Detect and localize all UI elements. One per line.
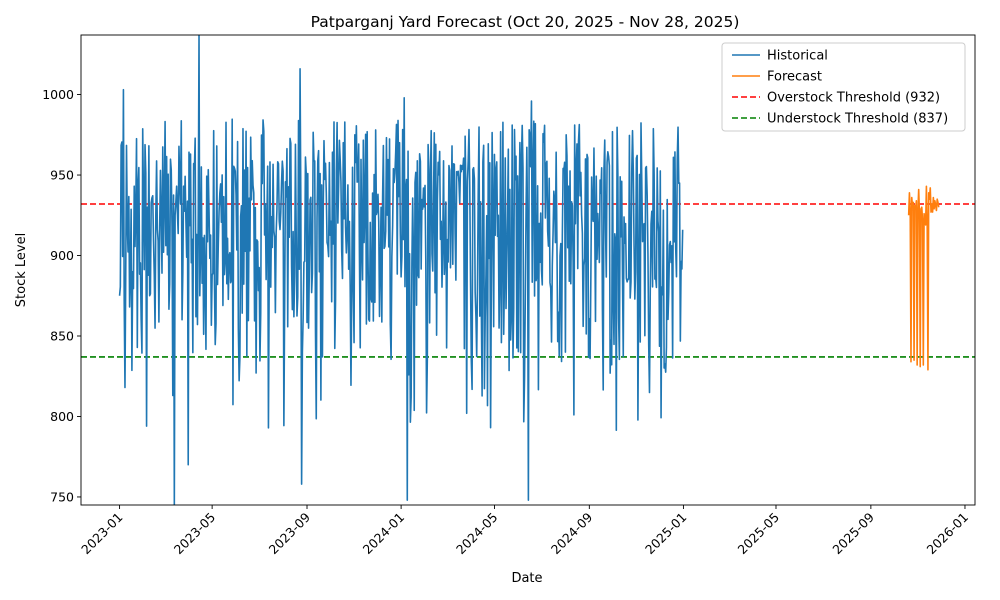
x-tick-label: 2025-05: [735, 510, 783, 558]
x-tick-label: 2024-05: [453, 510, 501, 558]
y-axis-title: Stock Level: [14, 233, 29, 307]
x-tick-label: 2024-01: [360, 510, 408, 558]
y-tick-label: 950: [50, 168, 74, 183]
y-tick-label: 1000: [42, 87, 74, 102]
x-tick-label: 2024-09: [548, 509, 596, 557]
y-tick-label: 900: [50, 248, 74, 263]
x-tick-label: 2023-09: [266, 509, 314, 557]
y-tick-label: 750: [50, 489, 74, 504]
legend-label: Historical: [767, 49, 828, 64]
y-tick-label: 850: [50, 328, 74, 343]
x-tick-label: 2025-01: [642, 510, 690, 558]
x-tick-label: 2026-01: [924, 510, 972, 558]
legend-label: Forecast: [767, 70, 822, 85]
historical-line: [118, 35, 684, 505]
x-axis-title: Date: [511, 571, 542, 586]
legend-label: Overstock Threshold (932): [767, 91, 940, 106]
x-tick-label: 2023-05: [171, 510, 219, 558]
y-tick-label: 800: [50, 409, 74, 424]
legend-label: Understock Threshold (837): [767, 112, 948, 127]
legend-box: [721, 42, 966, 132]
plot-frame: [80, 34, 976, 506]
x-tick-label: 2023-01: [78, 510, 126, 558]
chart-title: Patparganj Yard Forecast (Oct 20, 2025 -…: [311, 13, 740, 31]
forecast-line: [907, 185, 940, 371]
legend: Historical Forecast Overstock Threshold (9…: [721, 42, 966, 132]
x-tick-label: 2025-09: [829, 509, 877, 557]
